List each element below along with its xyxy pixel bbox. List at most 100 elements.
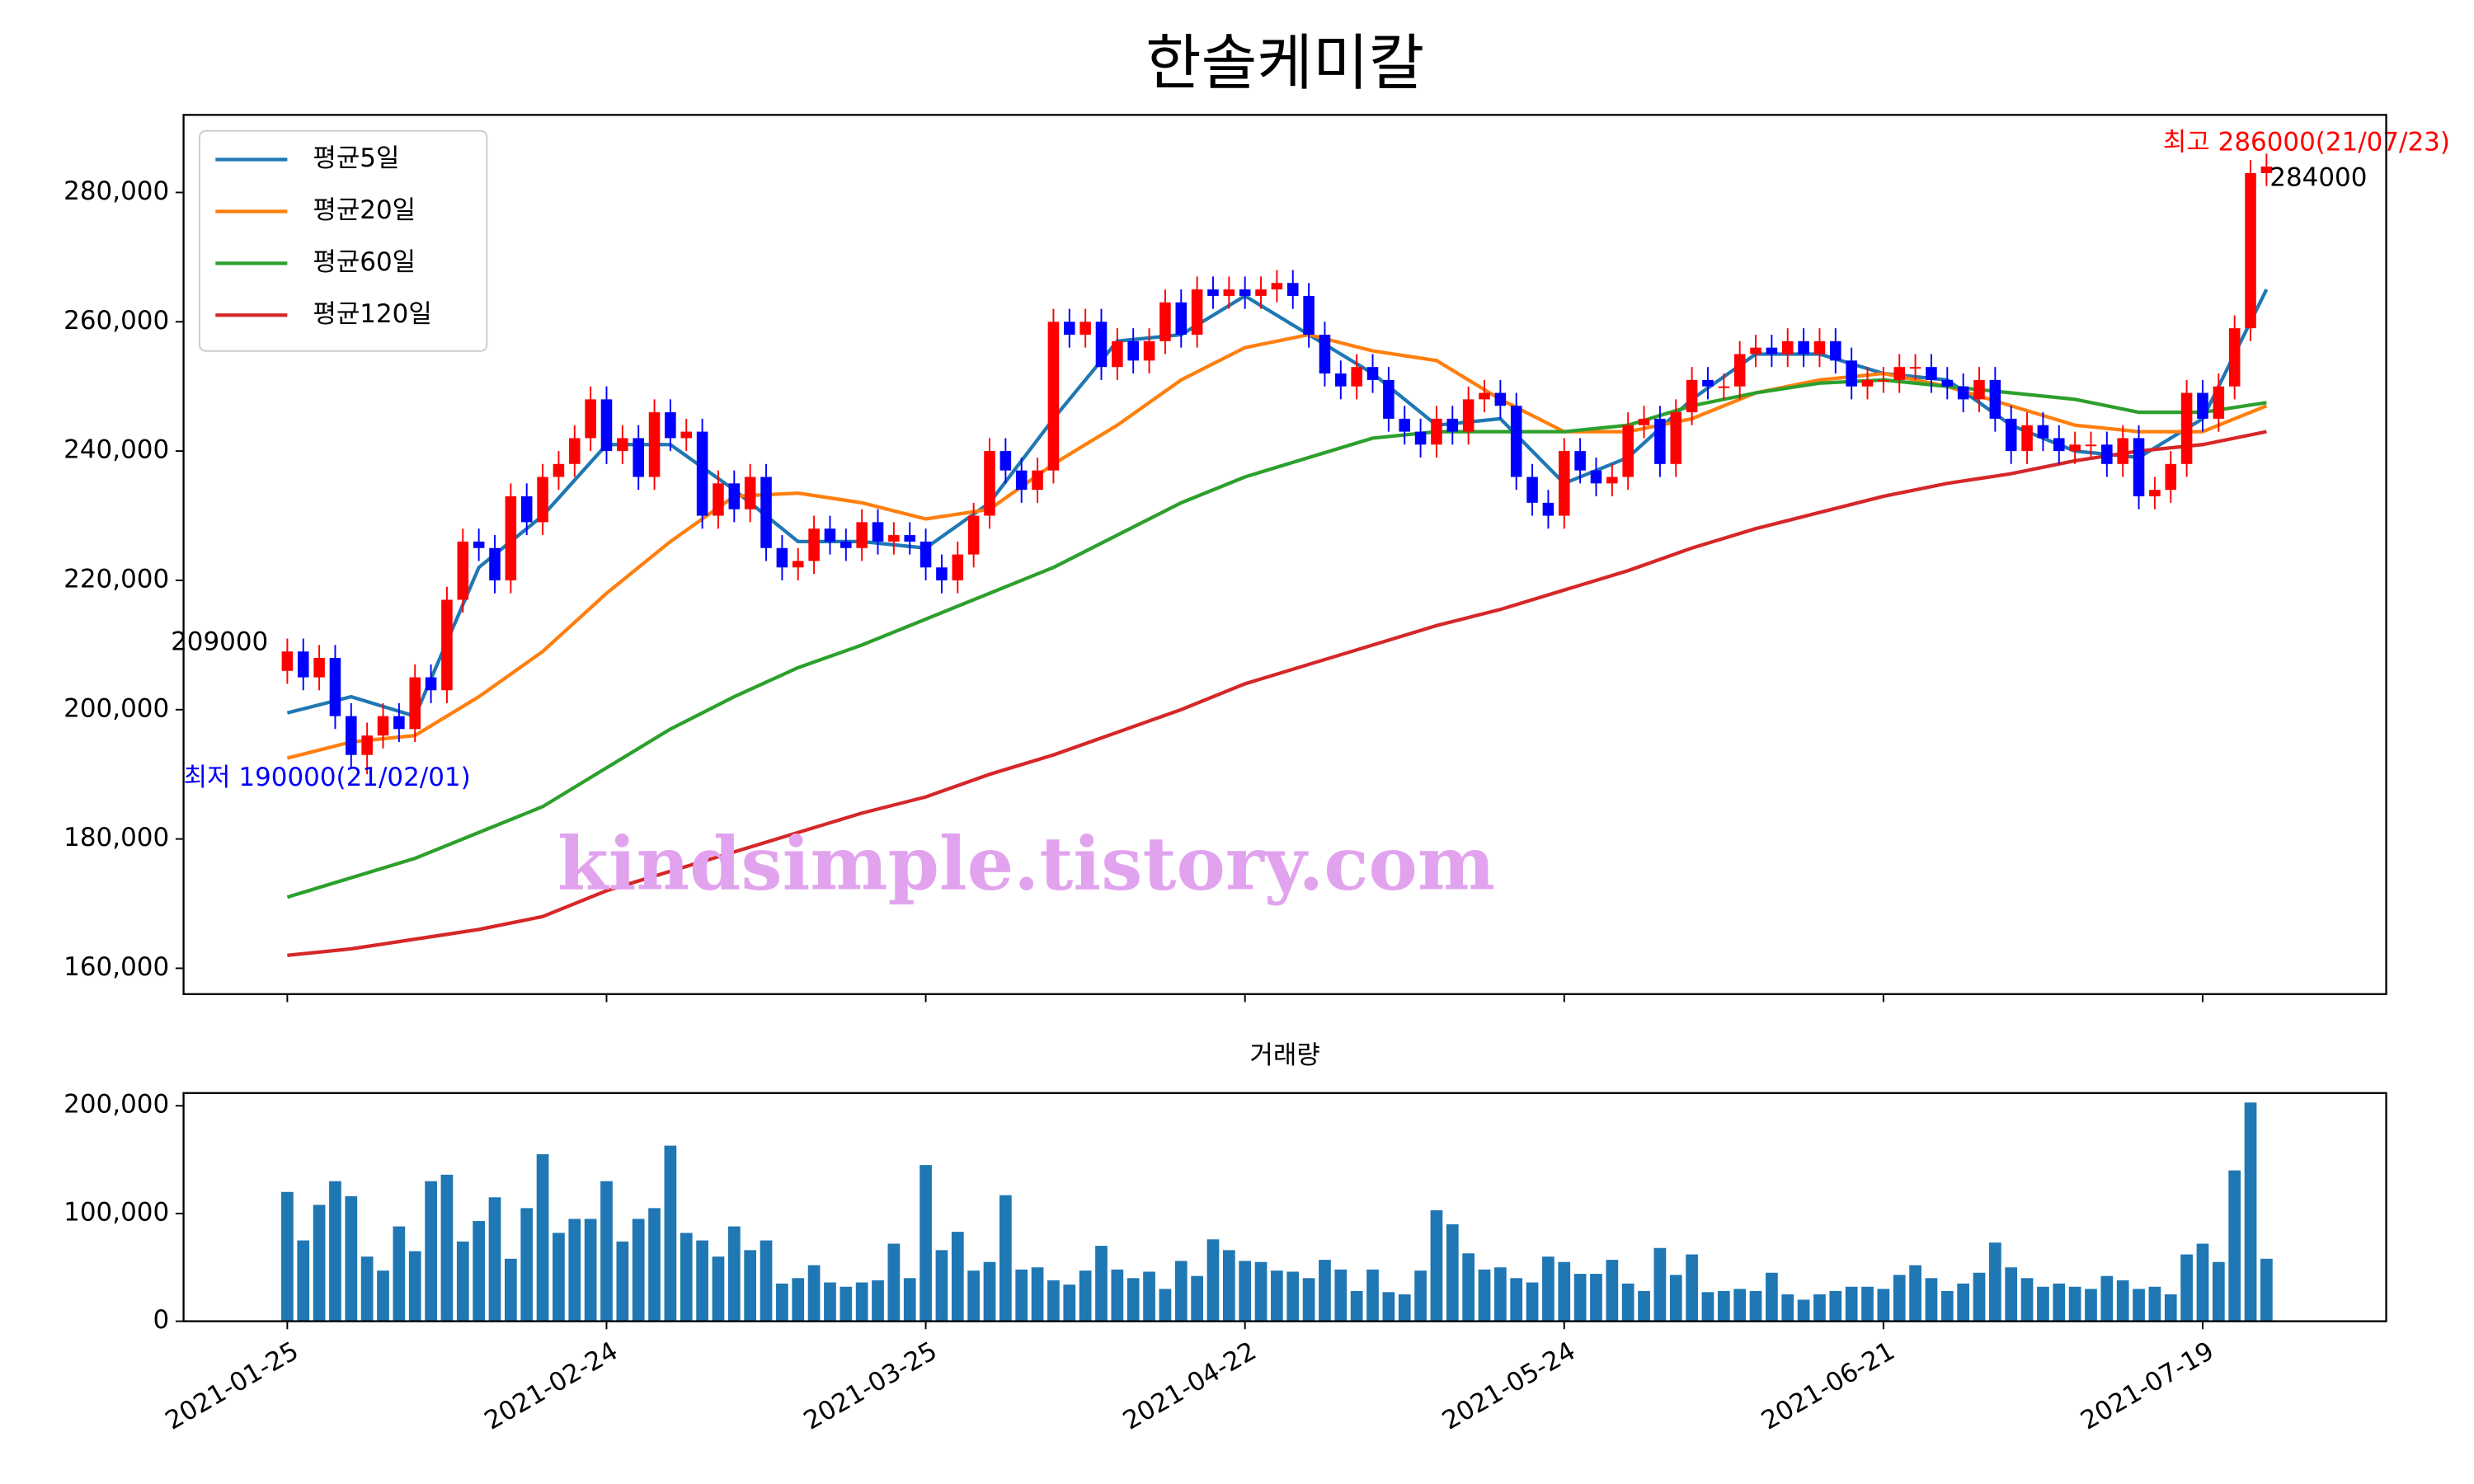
volume-bar (1845, 1286, 1858, 1322)
volume-bar (1573, 1274, 1587, 1322)
candle-body (1399, 418, 1410, 432)
volume-bar (281, 1191, 294, 1322)
candle-body (936, 567, 948, 580)
volume-bar (696, 1240, 708, 1322)
candle-body (713, 483, 724, 516)
candle-body (2133, 438, 2145, 497)
volume-bar (1973, 1272, 1986, 1322)
watermark: kindsimple.tistory.com (557, 819, 1495, 906)
legend-label: 평균20일 (313, 195, 416, 225)
volume-bar (1159, 1289, 1172, 1322)
candle-body (441, 599, 453, 691)
volume-bar (1957, 1283, 1969, 1322)
candle-body (1207, 289, 1219, 296)
volume-bar (2068, 1286, 2081, 1322)
candle-body (776, 547, 788, 568)
volume-bar (1526, 1282, 1539, 1322)
volume-bar (680, 1233, 693, 1322)
volume-bar (1989, 1242, 2001, 1322)
volume-bar (1254, 1261, 1268, 1322)
candle-body (2180, 392, 2193, 464)
volume-bar (1797, 1299, 1810, 1322)
volume-bar (1925, 1278, 1938, 1322)
candle-body (393, 716, 405, 730)
volume-bar (520, 1208, 534, 1322)
candle-body (2228, 328, 2241, 387)
candle-body (1494, 392, 1507, 406)
volume-bar (408, 1251, 421, 1322)
candle-body (313, 658, 325, 678)
volume-bar (1334, 1269, 1348, 1322)
candle-body (2245, 172, 2256, 329)
candle-body (1909, 367, 1921, 369)
y-tick-label: 280,000 (63, 176, 169, 206)
volume-bar (440, 1174, 454, 1322)
volume-bar (1829, 1290, 1842, 1322)
candle-body (648, 412, 661, 477)
candle-body (1191, 289, 1203, 335)
candle-body (281, 651, 294, 671)
candle-body (1606, 477, 1618, 484)
candle-body (1798, 340, 1809, 355)
chart-title: 한솔케미칼 (1145, 28, 1424, 98)
volume-bar (1031, 1267, 1044, 1322)
volume-bar (935, 1250, 948, 1322)
volume-bar (1191, 1275, 1203, 1322)
volume-bar (568, 1219, 581, 1322)
candle-body (984, 451, 995, 516)
candle-body (1462, 399, 1475, 432)
candle-body (1559, 451, 1570, 516)
ma-line (286, 378, 2267, 899)
volume-bar (744, 1250, 757, 1322)
volume-bar (456, 1241, 469, 1322)
candle-body (553, 463, 565, 477)
candle-body (920, 541, 932, 568)
volume-bar (2085, 1289, 2097, 1322)
candle-body (1574, 451, 1586, 471)
volume-bar (983, 1261, 996, 1322)
candle-body (2021, 425, 2033, 452)
volume-bar (1239, 1261, 1252, 1322)
candle-body (569, 438, 581, 464)
candle-body (1781, 340, 1794, 355)
volume-bar (1940, 1290, 1954, 1322)
volume-bar (1653, 1247, 1667, 1322)
candle-body (1686, 379, 1698, 413)
y-tick-label: 220,000 (63, 564, 169, 594)
volume-bar (473, 1221, 486, 1322)
volume-bar (1286, 1271, 1300, 1322)
candle-body (297, 651, 309, 678)
volume-bar (1015, 1269, 1028, 1322)
volume-bar (1430, 1209, 1443, 1322)
volume-bar (1174, 1261, 1188, 1322)
volume-bar (600, 1181, 613, 1322)
candle-body (999, 451, 1012, 471)
volume-bar (553, 1233, 565, 1322)
candle-body (1064, 322, 1075, 335)
candle-body (1319, 334, 1331, 374)
candle-body (1095, 322, 1108, 368)
volume-bar (776, 1283, 788, 1322)
y-tick-label: 200,000 (63, 693, 169, 723)
candle-body (856, 522, 868, 548)
candle-body (2101, 444, 2113, 464)
volume-bar (505, 1258, 517, 1322)
y-tick-label: 260,000 (63, 306, 169, 336)
candle-body (1878, 379, 1889, 382)
candle-body (824, 528, 836, 542)
volume-bar (1510, 1278, 1523, 1322)
candle-body (808, 528, 820, 561)
candle-body (904, 535, 915, 542)
candle-body (520, 496, 533, 523)
volume-bar (2212, 1261, 2225, 1322)
volume-bar (712, 1256, 725, 1322)
volume-bar (1542, 1256, 1554, 1322)
volume-bar (632, 1219, 645, 1322)
candle-body (457, 541, 469, 600)
volume-bar (1766, 1272, 1778, 1322)
candle-body (2149, 490, 2161, 497)
volume-bar (664, 1145, 677, 1322)
volume-bar (1126, 1278, 1140, 1322)
volume-bar (1143, 1271, 1155, 1322)
volume-bar (1350, 1290, 1363, 1322)
